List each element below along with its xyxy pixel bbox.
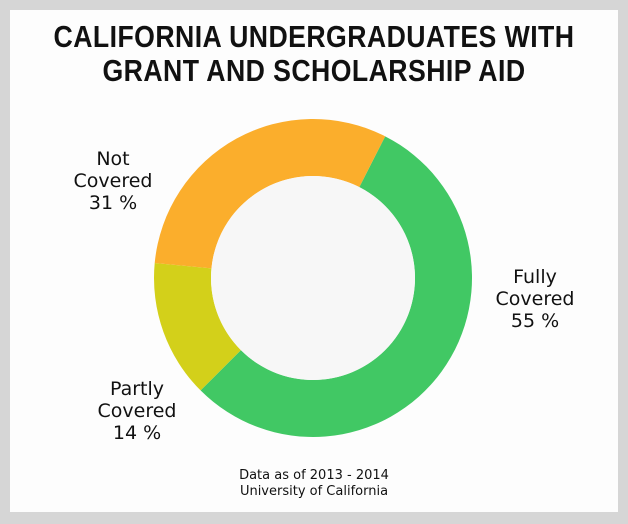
slice-value-fully-covered: 55 % <box>510 310 560 332</box>
slice-label-partly-covered-line-1: Partly <box>109 378 165 400</box>
slice-label-fully-covered: Fully Covered 55 % <box>480 266 590 332</box>
chart-title-line-2: GRANT AND SCHOLARSHIP AID <box>102 53 526 88</box>
slice-value-not-covered: 31 % <box>88 192 138 214</box>
slice-label-partly-covered: Partly Covered 14 % <box>82 378 192 444</box>
slice-label-not-covered: Not Covered 31 % <box>58 148 168 214</box>
slice-label-fully-covered-line-2: Covered <box>495 288 575 310</box>
data-source-note: Data as of 2013 - 2014 University of Cal… <box>10 468 618 500</box>
slice-value-partly-covered: 14 % <box>112 422 162 444</box>
donut-chart <box>154 119 473 438</box>
donut-slice-not-covered <box>154 119 386 269</box>
slice-label-partly-covered-line-2: Covered <box>97 400 177 422</box>
slice-label-not-covered-line-1: Not <box>96 148 130 170</box>
chart-title-line-1: CALIFORNIA UNDERGRADUATES WITH <box>53 19 575 54</box>
slice-label-not-covered-line-2: Covered <box>73 170 153 192</box>
data-source-line-2: University of California <box>239 484 389 499</box>
slice-label-fully-covered-line-1: Fully <box>513 266 557 288</box>
chart-card: CALIFORNIA UNDERGRADUATES WITH GRANT AND… <box>10 10 618 512</box>
donut-slice-fully-covered <box>200 136 473 438</box>
donut-hole <box>211 176 415 380</box>
data-source-line-1: Data as of 2013 - 2014 <box>239 468 389 483</box>
chart-title: CALIFORNIA UNDERGRADUATES WITH GRANT AND… <box>53 20 576 88</box>
donut-slice-partly-covered <box>154 263 241 391</box>
